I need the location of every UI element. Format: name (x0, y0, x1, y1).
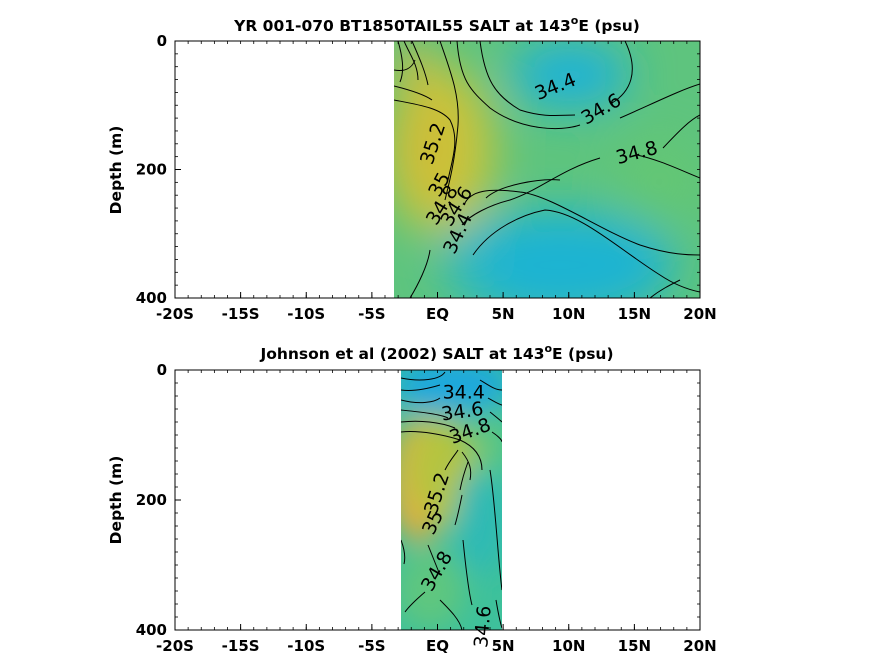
panel-top-salinity-field (394, 41, 700, 298)
panel-bottom-y-tick-label: 200 (136, 491, 167, 509)
panel-bottom-x-tick-label: -15S (222, 637, 260, 655)
panel-bottom: Johnson et al (2002) SALT at 143oE (psu) (107, 342, 717, 655)
panel-bottom-title: Johnson et al (2002) SALT at 143oE (psu) (259, 342, 613, 363)
panel-top-y-tick-label: 0 (157, 32, 167, 50)
panel-bottom-x-tick-label: 10N (552, 637, 585, 655)
panel-bottom-y-axis-label: Depth (m) (107, 456, 125, 545)
panel-top-y-axis-label: Depth (m) (107, 126, 125, 215)
panel-bottom-x-tick-label: 20N (683, 637, 716, 655)
panel-bottom-x-tick-label: -20S (156, 637, 194, 655)
panel-top-x-tick-label: -20S (156, 305, 194, 323)
panel-bottom-x-tick-label: 15N (618, 637, 651, 655)
panel-top-y-tick-label: 200 (136, 161, 167, 179)
panel-top-contours (394, 41, 700, 298)
panel-top-x-tick-label: 5N (492, 305, 515, 323)
panel-top-y-ticks: 0 200 400 (136, 32, 181, 307)
panel-top-y-tick-label: 400 (136, 289, 167, 307)
panel-top-x-tick-label: 20N (683, 305, 716, 323)
panel-bottom-y-ticks: 0 200 400 (136, 361, 181, 639)
panel-bottom-contours (401, 371, 502, 630)
panel-bottom-salinity-field (401, 370, 502, 630)
panel-top-x-tick-label: EQ (426, 305, 449, 323)
panel-top-x-tick-label: -15S (222, 305, 260, 323)
panel-top-title: YR 001-070 BT1850TAIL55 SALT at 143oE (p… (233, 14, 640, 35)
panel-bottom-y-tick-label: 400 (136, 621, 167, 639)
panel-bottom-x-tick-label: 5N (492, 637, 515, 655)
panel-top-x-tick-label: -10S (287, 305, 325, 323)
panel-bottom-x-tick-label: -10S (287, 637, 325, 655)
panel-top: YR 001-070 BT1850TAIL55 SALT at 143oE (p… (107, 14, 717, 323)
panel-bottom-y-tick-label: 0 (157, 361, 167, 379)
panel-bottom-minor-ticks (174, 369, 701, 631)
panel-top-x-tick-label: -5S (358, 305, 385, 323)
panel-top-x-ticks: -20S -15S -10S -5S EQ 5N 10N 15N 20N (156, 292, 717, 323)
panel-bottom-x-tick-label: EQ (426, 637, 449, 655)
panel-bottom-contour-label: 34.4 (443, 381, 485, 403)
panel-top-x-tick-label: 15N (618, 305, 651, 323)
panel-top-x-tick-label: 10N (552, 305, 585, 323)
panel-bottom-contour-label: 34.6 (470, 605, 496, 649)
panel-bottom-x-ticks: -20S -15S -10S -5S EQ 5N 10N 15N 20N (156, 624, 717, 655)
panel-bottom-x-tick-label: -5S (358, 637, 385, 655)
